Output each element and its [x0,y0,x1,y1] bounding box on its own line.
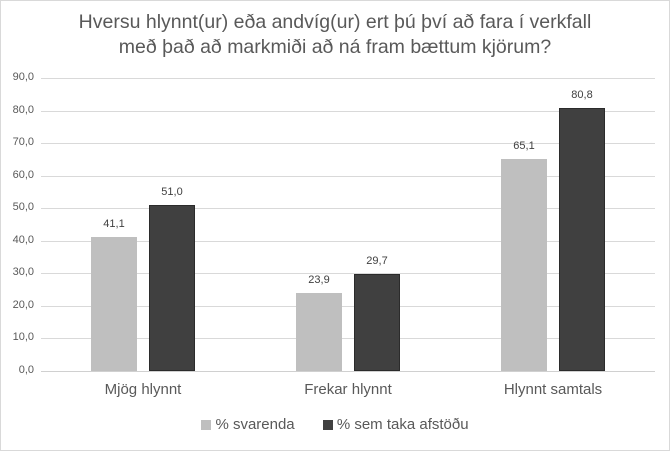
data-label: 80,8 [571,88,593,101]
gridline [41,111,655,112]
y-tick-label: 60,0 [12,169,34,181]
y-tick-label: 0,0 [18,364,34,376]
data-label: 65,1 [513,140,535,153]
y-tick-label: 50,0 [12,201,34,213]
y-tick-label: 10,0 [12,331,34,343]
legend-label: % sem taka afstöðu [336,416,469,433]
legend-swatch-dark [322,419,333,430]
gridline [41,241,655,242]
bar [91,237,137,371]
bar [501,159,547,371]
data-label: 51,0 [161,185,183,198]
legend-item-svarenda: % svarenda [201,416,295,433]
gridline [41,143,655,144]
chart-title-line-2: með það að markmiði að ná fram bættum kj… [118,36,552,58]
bar [354,274,400,371]
gridline [41,176,655,177]
y-tick-label: 30,0 [12,266,34,278]
legend-item-afstodu: % sem taka afstöðu [322,416,469,433]
data-label: 29,7 [366,255,388,268]
legend-label: % svarenda [215,416,295,433]
y-tick-label: 20,0 [12,299,34,311]
bar [296,293,342,371]
y-tick-label: 40,0 [12,234,34,246]
bar [559,107,605,371]
x-category-label: Mjög hlynnt [104,381,182,398]
gridline [41,338,655,339]
gridline [41,78,655,79]
x-axis-line [41,371,655,372]
chart-title-line-1: Hversu hlynnt(ur) eða andvíg(ur) ert þú … [78,11,592,33]
gridline [41,306,655,307]
data-label: 23,9 [308,274,330,287]
x-category-label: Hlynnt samtals [503,381,603,398]
bar [149,204,195,371]
x-category-label: Frekar hlynnt [304,381,392,398]
legend-swatch-light [201,419,212,430]
y-tick-label: 90,0 [12,71,34,83]
chart-title: Hversu hlynnt(ur) eða andvíg(ur) ert þú … [0,10,670,60]
legend: % svarenda % sem taka afstöðu [0,416,670,434]
data-label: 41,1 [103,218,125,231]
gridline [41,208,655,209]
gridline [41,273,655,274]
y-tick-label: 70,0 [12,136,34,148]
y-tick-label: 80,0 [12,104,34,116]
